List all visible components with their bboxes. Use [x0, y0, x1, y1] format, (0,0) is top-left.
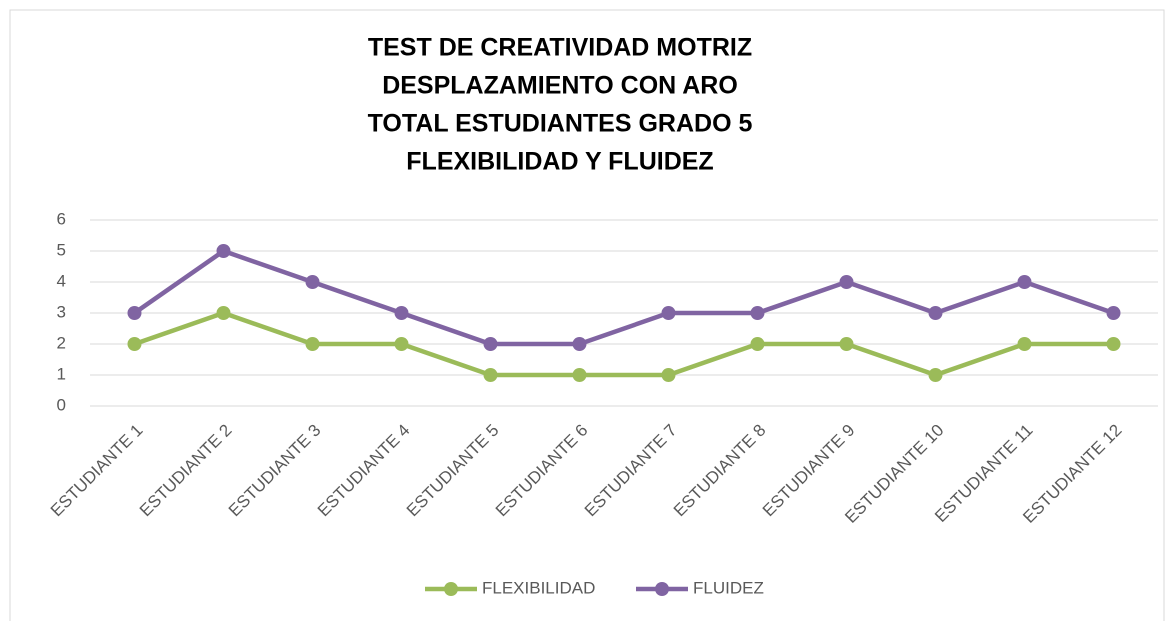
- point: [1106, 337, 1121, 351]
- chart-border: [9, 9, 1165, 626]
- point: [1017, 337, 1032, 351]
- point: [839, 337, 854, 351]
- point: [572, 368, 587, 382]
- point: [305, 275, 320, 289]
- point: [928, 368, 943, 382]
- y-tick-label: 4: [57, 271, 66, 290]
- point: [750, 306, 765, 320]
- point: [483, 368, 498, 382]
- point: [839, 275, 854, 289]
- series-line: [133, 248, 1115, 347]
- point: [483, 337, 498, 351]
- chart-title: TEST DE CREATIVIDAD MOTRIZ: [368, 34, 752, 62]
- y-tick-label: 1: [57, 364, 66, 383]
- point: [394, 337, 409, 351]
- legend-label: FLUIDEZ: [693, 578, 764, 597]
- point: [127, 306, 142, 320]
- point: [661, 368, 676, 382]
- legend-marker: [655, 582, 669, 596]
- y-tick-label: 2: [57, 333, 66, 352]
- point: [216, 306, 231, 320]
- point: [127, 337, 142, 351]
- y-tick-label: 6: [57, 209, 66, 228]
- point: [1106, 306, 1121, 320]
- chart-title: TOTAL ESTUDIANTES GRADO 5: [368, 110, 753, 138]
- point: [1017, 275, 1032, 289]
- y-tick-label: 0: [57, 395, 66, 414]
- legend-label: FLEXIBILIDAD: [482, 578, 595, 597]
- chart-title: FLEXIBILIDAD Y FLUIDEZ: [406, 148, 713, 176]
- point: [305, 337, 320, 351]
- point: [216, 244, 231, 258]
- point: [572, 337, 587, 351]
- point: [661, 306, 676, 320]
- y-tick-label: 5: [57, 240, 66, 259]
- legend-marker: [444, 582, 458, 596]
- point: [928, 306, 943, 320]
- y-tick-label: 3: [57, 302, 66, 321]
- series-line: [133, 310, 1114, 378]
- point: [750, 337, 765, 351]
- chart-title: DESPLAZAMIENTO CON ARO: [382, 72, 738, 100]
- point: [394, 306, 409, 320]
